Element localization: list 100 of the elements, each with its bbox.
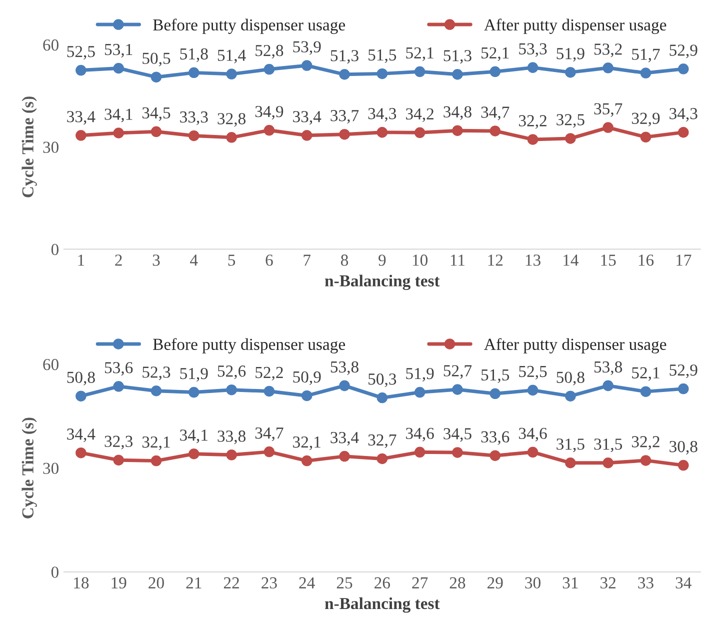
point: [226, 68, 237, 80]
point: [264, 124, 275, 136]
point: [490, 388, 501, 400]
point: [527, 446, 538, 458]
point: [150, 72, 162, 82]
data-label: 33,4: [67, 111, 96, 125]
point: [188, 448, 200, 460]
data-label: 52,1: [632, 367, 660, 381]
x-tick-label: 8: [340, 254, 348, 266]
data-label: 32,3: [104, 436, 133, 450]
data-label: 34,5: [444, 428, 472, 442]
data-label: 32,2: [632, 436, 660, 450]
y-tick-label: 30: [43, 462, 58, 474]
data-label: 51,7: [632, 48, 660, 62]
point: [452, 125, 463, 136]
legend-label: After putty dispenser usage: [484, 18, 666, 34]
x-tick-label: 21: [186, 577, 202, 588]
data-label: 52,3: [142, 366, 170, 380]
point: [678, 460, 689, 471]
data-label: 51,9: [556, 48, 584, 62]
point: [339, 69, 350, 80]
point: [150, 386, 162, 396]
data-label: 32,1: [293, 436, 320, 450]
data-label: 51,9: [180, 368, 208, 382]
data-label: 34,9: [255, 106, 284, 120]
data-label: 53,8: [594, 361, 622, 375]
point: [226, 384, 237, 396]
x-tick-label: 13: [526, 254, 540, 266]
data-label: 51,3: [444, 50, 472, 64]
point: [76, 447, 86, 458]
data-label: 51,5: [482, 369, 510, 383]
data-label: 51,9: [406, 368, 434, 382]
y-axis-title: Cycle Time (s): [22, 418, 37, 518]
data-label: 52,5: [519, 366, 547, 380]
point: [301, 60, 312, 71]
data-label: 34,7: [481, 106, 510, 120]
data-label: 53,8: [330, 361, 358, 375]
point: [640, 386, 652, 397]
point: [301, 130, 312, 141]
data-label: 32,5: [556, 114, 584, 128]
data-label: 50,8: [67, 372, 95, 386]
data-label: 31,5: [556, 438, 584, 452]
x-tick-label: 7: [304, 254, 311, 266]
x-axis-title: n-Balancing test: [324, 274, 440, 290]
x-tick-label: 10: [412, 254, 428, 266]
data-label: 33,8: [218, 430, 246, 444]
x-tick-label: 15: [601, 254, 616, 266]
point: [565, 66, 576, 78]
x-tick-label: 22: [224, 577, 239, 588]
point: [339, 450, 350, 462]
data-label: 52,1: [406, 47, 434, 61]
point: [113, 128, 124, 138]
point: [602, 457, 614, 468]
point: [527, 384, 538, 396]
x-tick-label: 9: [378, 254, 386, 266]
point: [490, 126, 501, 136]
x-tick-label: 23: [262, 577, 277, 588]
x-tick-label: 12: [488, 254, 503, 266]
point: [678, 126, 689, 138]
data-label: 32,8: [218, 113, 246, 127]
x-tick-label: 17: [676, 254, 692, 266]
data-label: 50,3: [368, 373, 396, 388]
data-label: 33,4: [293, 111, 322, 125]
data-label: 35,7: [594, 103, 622, 117]
point: [376, 453, 388, 464]
y-tick-label: 60: [43, 358, 58, 370]
point: [640, 132, 652, 142]
y-tick-label: 60: [43, 39, 58, 51]
x-tick-label: 28: [450, 577, 466, 588]
point: [640, 68, 652, 78]
point: [452, 69, 463, 80]
x-axis-title: n-Balancing test: [324, 597, 440, 613]
data-label: 52,2: [256, 366, 283, 381]
data-label: 51,3: [330, 50, 358, 64]
data-label: 34,7: [255, 427, 284, 442]
point: [264, 64, 275, 75]
legend-label: After putty dispenser usage: [484, 338, 666, 354]
x-tick-label: 32: [600, 577, 616, 588]
data-label: 33,4: [330, 432, 359, 446]
data-label: 53,3: [519, 43, 547, 57]
point: [339, 128, 350, 140]
point: [113, 381, 124, 392]
data-label: 51,8: [180, 48, 208, 62]
point: [414, 386, 426, 398]
point: [602, 122, 614, 133]
data-label: 34,2: [406, 108, 434, 122]
point: [376, 392, 388, 404]
data-label: 51,4: [218, 50, 246, 64]
point: [452, 447, 463, 458]
data-label: 33,7: [330, 110, 359, 124]
data-label: 52,9: [670, 44, 698, 58]
point: [565, 390, 576, 402]
data-label: 34,1: [180, 430, 208, 444]
point: [188, 386, 200, 398]
data-label: 34,1: [104, 108, 132, 122]
x-tick-label: 20: [148, 577, 164, 588]
data-label: 32,9: [632, 112, 660, 126]
point: [376, 126, 388, 138]
point: [76, 390, 86, 402]
point: [113, 454, 124, 466]
